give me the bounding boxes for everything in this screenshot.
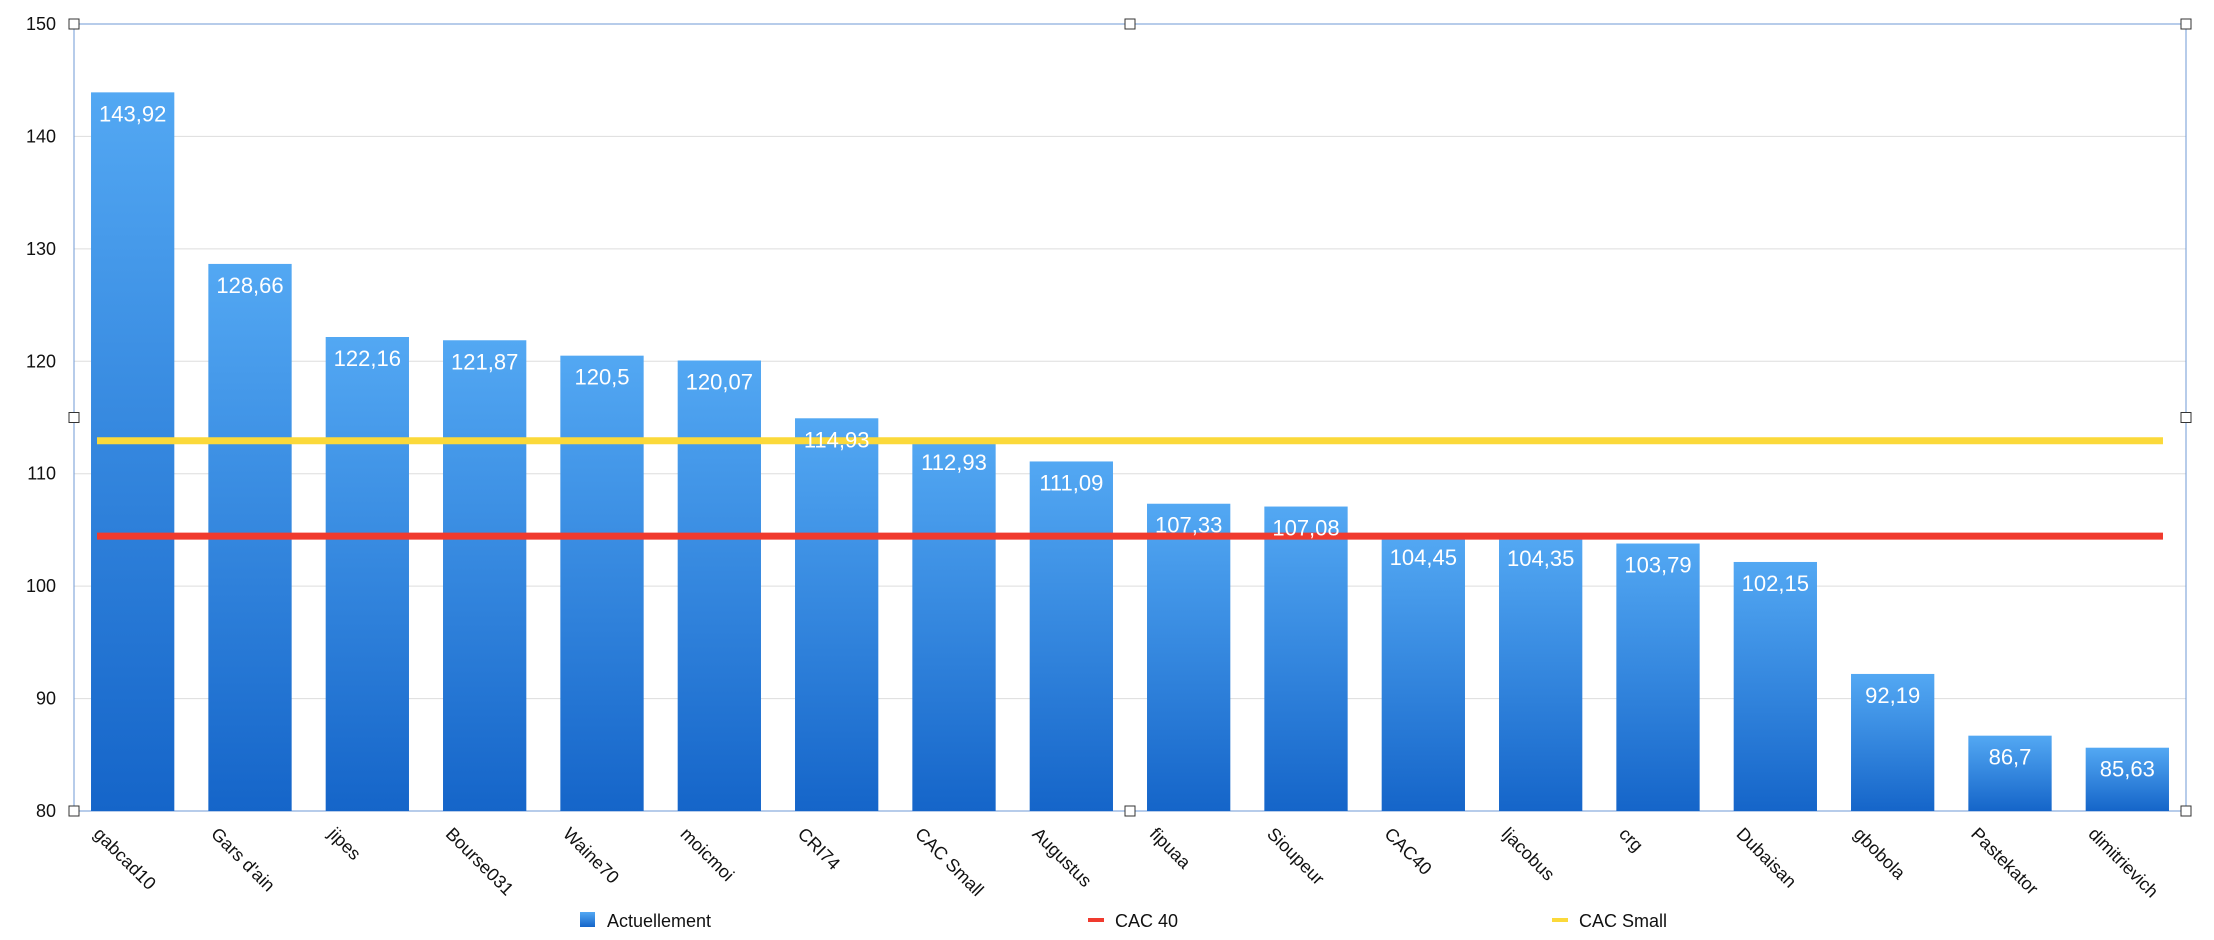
legend-label: CAC 40 bbox=[1115, 911, 1178, 931]
bar bbox=[912, 440, 996, 811]
x-tick-label: jipes bbox=[324, 823, 365, 864]
data-label: 85,63 bbox=[2100, 757, 2155, 782]
data-label: 107,33 bbox=[1155, 513, 1222, 538]
data-label: 122,16 bbox=[334, 346, 401, 371]
bar bbox=[1381, 536, 1465, 811]
bar bbox=[91, 92, 175, 812]
x-tick-label: Bourse031 bbox=[442, 824, 518, 900]
x-tick-label: Gars d'ain bbox=[207, 824, 279, 896]
bar bbox=[1851, 673, 1935, 811]
x-tick-label: crg bbox=[1615, 824, 1647, 856]
data-label: 120,5 bbox=[574, 365, 629, 390]
bar bbox=[443, 340, 527, 811]
selection-handle bbox=[2180, 412, 2192, 423]
selection-handle bbox=[68, 18, 80, 30]
x-tick-label: Pastekator bbox=[1967, 824, 2042, 899]
selection-handle bbox=[68, 805, 80, 817]
bar bbox=[1264, 506, 1348, 811]
selection-handle bbox=[2180, 18, 2192, 30]
data-label: 143,92 bbox=[99, 101, 166, 126]
data-label: 114,93 bbox=[804, 427, 870, 452]
legend-label: CAC Small bbox=[1579, 911, 1667, 931]
x-tick-label: ljacobus bbox=[1498, 824, 1559, 885]
y-tick-label: 100 bbox=[26, 576, 56, 596]
bar bbox=[2085, 747, 2169, 811]
selection-handle bbox=[68, 412, 80, 423]
bar bbox=[325, 337, 409, 811]
data-label: 107,08 bbox=[1272, 516, 1339, 541]
legend-label: Actuellement bbox=[607, 911, 711, 931]
x-tick-label: Dubaisan bbox=[1733, 824, 1801, 892]
bar bbox=[560, 355, 644, 811]
data-label: 120,07 bbox=[686, 369, 753, 394]
y-tick-label: 80 bbox=[36, 801, 56, 821]
x-tick-label: CAC Small bbox=[911, 824, 987, 900]
data-label: 102,15 bbox=[1742, 571, 1809, 596]
bar bbox=[1029, 461, 1113, 811]
bar bbox=[1616, 543, 1700, 811]
y-tick-label: 120 bbox=[26, 351, 56, 371]
bars bbox=[91, 92, 2169, 812]
y-tick-label: 140 bbox=[26, 126, 56, 146]
x-tick-label: gbobola bbox=[1850, 824, 1910, 884]
plot-frame bbox=[68, 18, 2192, 817]
data-labels: 143,92 128,66 122,16 121,87 120,5 120,07 114,9… bbox=[99, 101, 2155, 781]
y-tick-label: 110 bbox=[27, 464, 56, 484]
bar bbox=[1499, 537, 1583, 811]
y-axis: 80 90 100 110 120 130 140 150 bbox=[26, 14, 56, 821]
bar bbox=[677, 360, 761, 811]
x-axis: gabcad10 Gars d'ain jipes Bourse031 Waine70 m… bbox=[90, 823, 2162, 902]
reference-lines bbox=[97, 437, 2163, 540]
x-tick-label: Augustus bbox=[1029, 824, 1096, 891]
data-label: 104,45 bbox=[1390, 545, 1457, 570]
y-tick-label: 150 bbox=[26, 14, 56, 34]
selection-handle bbox=[1124, 18, 1136, 30]
data-label: 92,19 bbox=[1865, 683, 1920, 708]
x-tick-label: CRI74 bbox=[794, 824, 844, 874]
data-label: 86,7 bbox=[1989, 745, 2032, 770]
x-tick-label: Waine70 bbox=[559, 824, 623, 888]
legend-swatch bbox=[580, 912, 595, 927]
selection-handle bbox=[2180, 805, 2192, 817]
y-tick-label: 90 bbox=[36, 689, 56, 709]
data-label: 111,09 bbox=[1039, 470, 1103, 495]
bar bbox=[1968, 735, 2052, 811]
bar bbox=[1147, 503, 1231, 811]
x-tick-label: fipuaa bbox=[1146, 824, 1196, 874]
data-label: 121,87 bbox=[451, 349, 518, 374]
x-tick-label: gabcad10 bbox=[90, 824, 160, 894]
x-tick-label: CAC40 bbox=[1381, 824, 1436, 879]
x-tick-label: moicmoi bbox=[677, 824, 739, 886]
legend: Actuellement CAC 40 CAC Small bbox=[580, 911, 1667, 931]
bar bbox=[1733, 561, 1817, 811]
gridlines bbox=[74, 23, 2186, 812]
data-label: 128,66 bbox=[216, 273, 283, 298]
y-tick-label: 130 bbox=[26, 239, 56, 259]
bar bbox=[795, 418, 879, 811]
data-label: 112,93 bbox=[921, 450, 987, 475]
data-label: 103,79 bbox=[1624, 553, 1691, 578]
data-label: 104,35 bbox=[1507, 546, 1574, 571]
x-tick-label: Sioupeur bbox=[1263, 824, 1328, 889]
x-tick-label: dimitrievich bbox=[2085, 824, 2163, 902]
selection-handle bbox=[1124, 805, 1136, 817]
